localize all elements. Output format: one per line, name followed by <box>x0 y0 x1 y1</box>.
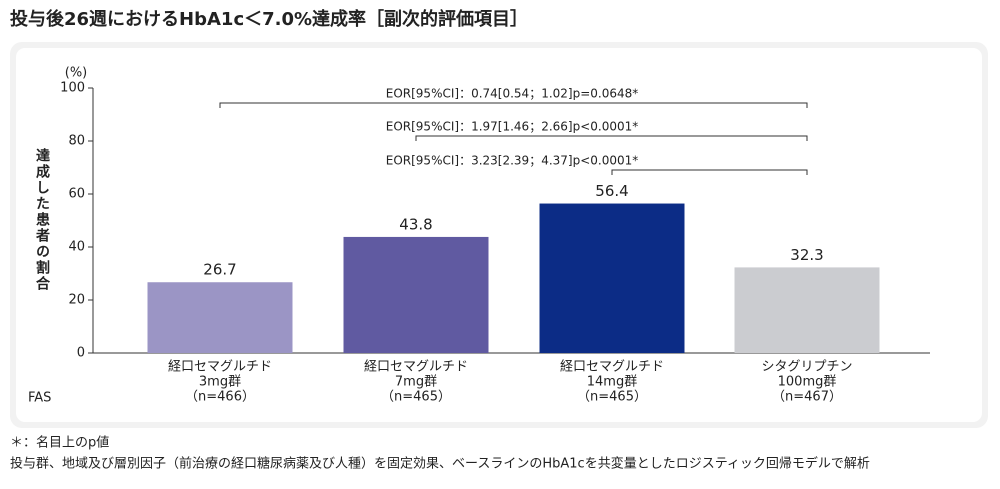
y-tick-label: 40 <box>68 240 85 255</box>
bar <box>343 236 489 353</box>
bar <box>734 267 880 353</box>
y-tick-label: 60 <box>68 187 85 202</box>
x-tick-label: （n=466） <box>185 390 255 405</box>
comparison-bracket <box>219 102 808 108</box>
comparison-bracket <box>611 169 808 175</box>
x-tick-label: シタグリプチン <box>761 360 852 375</box>
x-tick-label: 7mg群 <box>395 375 437 390</box>
comparison-bracket <box>415 135 808 141</box>
bar <box>539 203 685 353</box>
x-tick-label: （n=465） <box>381 390 451 405</box>
x-tick-label: （n=465） <box>577 390 647 405</box>
comparison-label: EOR[95%CI]：3.23[2.39；4.37]p<0.0001* <box>386 154 639 168</box>
footnote: 投与群、地域及び層別因子（前治療の経口糖尿病薬及び人種）を固定効果、ベースライン… <box>10 456 870 472</box>
y-unit: (%) <box>65 66 88 81</box>
y-tick-label: 0 <box>77 346 85 361</box>
x-tick-label: 100mg群 <box>778 375 837 390</box>
y-tick-label: 80 <box>68 134 85 149</box>
y-tick-label: 20 <box>68 293 85 308</box>
value-label: 26.7 <box>203 261 236 279</box>
y-axis-label: 達成した患者の割合 <box>34 147 50 292</box>
x-tick-label: 経口セマグルチド <box>560 360 664 375</box>
value-label: 43.8 <box>399 215 432 233</box>
x-tick-label: 3mg群 <box>199 375 241 390</box>
value-label: 56.4 <box>595 182 628 200</box>
bar <box>147 282 293 353</box>
footnote: ＊：名目上のp値 <box>10 435 109 451</box>
comparison-label: EOR[95%CI]：0.74[0.54；1.02]p=0.0648* <box>386 87 639 101</box>
value-label: 32.3 <box>790 246 823 264</box>
x-tick-label: 経口セマグルチド <box>168 360 272 375</box>
chart-title: 投与後26週におけるHbA1c＜7.0%達成率［副次的評価項目］ <box>10 8 528 30</box>
y-tick-label: 100 <box>60 81 85 96</box>
population-label: FAS <box>28 391 51 406</box>
x-tick-label: （n=467） <box>772 390 842 405</box>
x-tick-label: 14mg群 <box>587 375 637 390</box>
comparison-label: EOR[95%CI]：1.97[1.46；2.66]p<0.0001* <box>386 120 639 134</box>
x-tick-label: 経口セマグルチド <box>364 360 468 375</box>
